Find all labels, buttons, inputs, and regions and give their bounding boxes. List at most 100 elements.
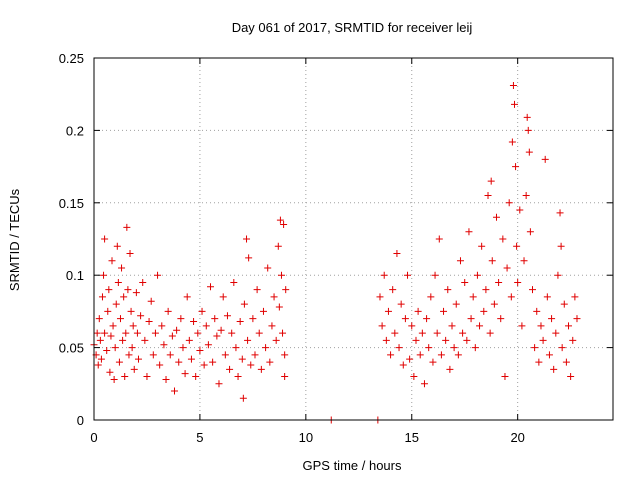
data-point [571, 293, 579, 301]
data-point [550, 365, 558, 373]
data-point [247, 361, 255, 369]
data-point [166, 351, 174, 359]
data-point [122, 329, 130, 337]
data-point [395, 344, 403, 352]
data-point [382, 336, 390, 344]
data-point [387, 351, 395, 359]
data-point [134, 355, 142, 363]
axis-ticks: 0 0.05 0.1 0.15 0.2 0.25 0 5 10 15 20 [59, 51, 613, 445]
data-point [95, 315, 103, 323]
data-point [427, 293, 435, 301]
data-point [141, 336, 149, 344]
data-point [531, 344, 539, 352]
data-point [397, 300, 405, 308]
data-point [139, 278, 147, 286]
data-point [503, 264, 511, 272]
data-point [431, 271, 439, 279]
data-point [116, 315, 124, 323]
data-point [111, 344, 119, 352]
data-point [516, 206, 524, 214]
data-point [518, 322, 526, 330]
data-point [158, 322, 166, 330]
data-point [154, 271, 162, 279]
data-point [463, 336, 471, 344]
data-point [213, 332, 221, 340]
data-point [529, 286, 537, 294]
data-point [484, 192, 492, 200]
data-point [196, 346, 204, 354]
data-point [266, 358, 274, 366]
data-point [499, 235, 507, 243]
data-point [565, 322, 573, 330]
data-point [123, 223, 131, 231]
data-point [488, 257, 496, 265]
data-point [276, 216, 284, 224]
data-point [147, 297, 155, 305]
data-point [115, 358, 123, 366]
data-point [573, 315, 581, 323]
data-point [280, 221, 288, 229]
data-point [164, 307, 172, 315]
data-point [219, 293, 227, 301]
data-point [391, 329, 399, 337]
data-point [106, 368, 114, 376]
data-point [118, 264, 126, 272]
data-point [412, 336, 420, 344]
data-point [112, 300, 120, 308]
data-point [179, 344, 187, 352]
data-point [414, 307, 422, 315]
data-point [495, 278, 503, 286]
data-point [526, 228, 534, 236]
data-point [183, 293, 191, 301]
data-point [137, 312, 145, 320]
data-point [510, 100, 518, 108]
data-point [232, 344, 240, 352]
data-point [410, 373, 418, 381]
grid [94, 58, 613, 420]
data-point [198, 307, 206, 315]
data-point [245, 254, 253, 262]
data-point [124, 286, 132, 294]
data-point [435, 235, 443, 243]
data-point [238, 355, 246, 363]
x-tick-label: 5 [196, 430, 203, 445]
data-point [101, 329, 109, 337]
data-point [130, 365, 138, 373]
chart-title: Day 061 of 2017, SRMTID for receiver lei… [232, 20, 473, 35]
data-point [393, 249, 401, 257]
data-point [282, 286, 290, 294]
data-point [569, 336, 577, 344]
data-point [244, 336, 252, 344]
data-point [114, 278, 122, 286]
data-point [109, 322, 117, 330]
data-point [226, 365, 234, 373]
y-axis-label: SRMTID / TECUs [7, 188, 22, 291]
data-point [480, 307, 488, 315]
plot-frame [93, 57, 614, 421]
data-point [215, 380, 223, 388]
data-point [469, 293, 477, 301]
data-point [230, 278, 238, 286]
data-point [145, 318, 153, 326]
data-point [545, 351, 553, 359]
data-point [456, 257, 464, 265]
y-tick-label: 0.25 [59, 51, 84, 66]
data-point [406, 355, 414, 363]
data-point [94, 361, 102, 369]
data-point [525, 148, 533, 156]
data-point [251, 351, 259, 359]
data-point [110, 375, 118, 383]
data-point [492, 213, 500, 221]
data-point [128, 344, 136, 352]
data-point [452, 300, 460, 308]
data-point [200, 361, 208, 369]
y-tick-label: 0.1 [66, 268, 84, 283]
data-point [239, 394, 247, 402]
data-point [459, 329, 467, 337]
data-point [505, 199, 513, 207]
data-point [190, 318, 198, 326]
data-point [262, 344, 270, 352]
data-point [259, 307, 267, 315]
data-point [513, 242, 521, 250]
